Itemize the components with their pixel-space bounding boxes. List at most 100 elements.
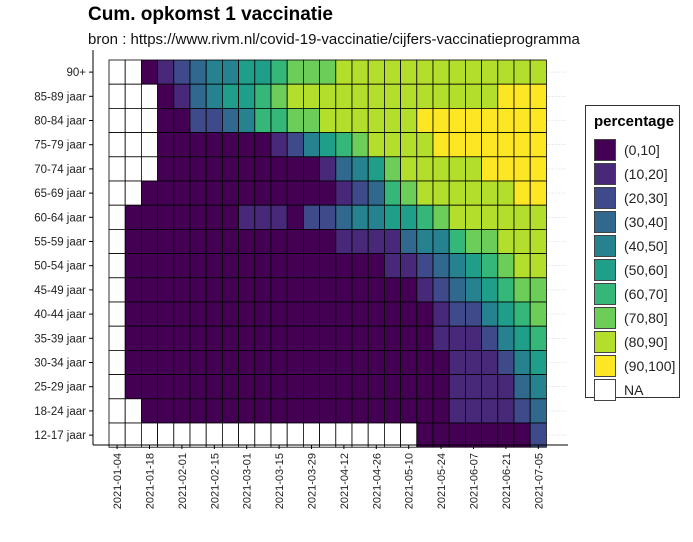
x-tick-label: 2021-06-21 xyxy=(501,453,513,509)
heatmap-cell xyxy=(383,59,401,85)
y-tick-label: 45-49 jaar xyxy=(34,285,86,297)
legend-label: (50,60] xyxy=(624,262,668,278)
heatmap-cell xyxy=(529,156,547,182)
heatmap-cell xyxy=(157,156,175,182)
heatmap-cell xyxy=(221,156,239,182)
heatmap-cell xyxy=(221,349,239,375)
heatmap-cell xyxy=(464,228,482,254)
heatmap-cell xyxy=(319,180,337,206)
heatmap-cell xyxy=(286,204,304,230)
heatmap-cell xyxy=(124,325,142,351)
heatmap-cell xyxy=(157,228,175,254)
heatmap-cell xyxy=(302,59,320,85)
heatmap-cell xyxy=(173,204,191,230)
heatmap-cell xyxy=(205,301,223,327)
heatmap-cell xyxy=(124,253,142,279)
heatmap-cell xyxy=(335,301,353,327)
heatmap-cell xyxy=(351,374,369,400)
heatmap-cell xyxy=(351,83,369,109)
heatmap-cell xyxy=(173,108,191,134)
heatmap-cell xyxy=(481,204,499,230)
heatmap-cell xyxy=(173,349,191,375)
heatmap-cell xyxy=(173,156,191,182)
heatmap-cell xyxy=(351,156,369,182)
heatmap-cell xyxy=(383,422,401,448)
heatmap-cell xyxy=(286,180,304,206)
heatmap-cell xyxy=(529,277,547,303)
heatmap-cell xyxy=(108,374,126,400)
heatmap-cell xyxy=(481,83,499,109)
heatmap-cell xyxy=(286,132,304,158)
heatmap-cell xyxy=(464,83,482,109)
heatmap-cell xyxy=(497,132,515,158)
heatmap-cell xyxy=(286,108,304,134)
heatmap-cell xyxy=(529,349,547,375)
heatmap-cell xyxy=(383,374,401,400)
legend-swatch xyxy=(594,355,616,377)
x-tick-label: 2021-05-10 xyxy=(404,453,416,509)
heatmap-cell xyxy=(173,132,191,158)
heatmap-cell xyxy=(481,325,499,351)
heatmap-cell xyxy=(238,349,256,375)
heatmap-cell xyxy=(221,277,239,303)
heatmap-cell xyxy=(319,301,337,327)
heatmap-cell xyxy=(254,180,272,206)
heatmap-cell xyxy=(157,374,175,400)
legend-swatch xyxy=(594,307,616,329)
heatmap-cell xyxy=(383,277,401,303)
x-tick-label: 2021-02-15 xyxy=(209,453,221,509)
heatmap-cell xyxy=(189,132,207,158)
heatmap-cell xyxy=(464,325,482,351)
heatmap-cell xyxy=(270,59,288,85)
legend-swatch xyxy=(594,139,616,161)
heatmap-cell xyxy=(448,59,466,85)
heatmap-cell xyxy=(270,228,288,254)
heatmap-cell xyxy=(221,83,239,109)
heatmap-cell xyxy=(464,59,482,85)
heatmap-cell xyxy=(221,108,239,134)
heatmap-cell xyxy=(513,59,531,85)
heatmap-cell xyxy=(416,422,434,448)
heatmap-cell xyxy=(221,374,239,400)
heatmap-cell xyxy=(173,301,191,327)
heatmap-cell xyxy=(367,180,385,206)
heatmap-cell xyxy=(286,325,304,351)
heatmap-cell xyxy=(335,132,353,158)
legend-label: NA xyxy=(624,382,644,398)
legend-swatch xyxy=(594,211,616,233)
heatmap-cell xyxy=(221,422,239,448)
heatmap-cell xyxy=(302,156,320,182)
heatmap-cell xyxy=(448,422,466,448)
legend-label: (70,80] xyxy=(624,310,668,326)
heatmap-cell xyxy=(351,301,369,327)
heatmap-cell xyxy=(302,228,320,254)
heatmap-cell xyxy=(367,83,385,109)
heatmap-cell xyxy=(481,59,499,85)
heatmap-cell xyxy=(221,228,239,254)
heatmap-cell xyxy=(448,156,466,182)
heatmap-cell xyxy=(416,374,434,400)
heatmap-cell xyxy=(108,422,126,448)
heatmap-cell xyxy=(108,156,126,182)
heatmap-cell xyxy=(173,59,191,85)
heatmap-cell xyxy=(351,228,369,254)
heatmap-cell xyxy=(319,422,337,448)
heatmap-cell xyxy=(351,325,369,351)
heatmap-cell xyxy=(335,108,353,134)
x-tick-label: 2021-07-05 xyxy=(533,453,545,509)
legend: percentage (0,10] (10,20] (20,30] (30,40] (4… xyxy=(585,105,680,401)
x-tick-label: 2021-05-24 xyxy=(436,453,448,509)
y-tick-label: 75-79 jaar xyxy=(34,140,86,152)
heatmap-cell xyxy=(189,374,207,400)
heatmap-cell xyxy=(319,83,337,109)
heatmap-cell xyxy=(448,374,466,400)
heatmap-cell xyxy=(464,277,482,303)
heatmap-cell xyxy=(432,253,450,279)
heatmap-cell xyxy=(448,132,466,158)
heatmap-cell xyxy=(205,228,223,254)
heatmap-cell xyxy=(254,398,272,424)
heatmap-cell xyxy=(173,422,191,448)
heatmap-cell xyxy=(497,180,515,206)
heatmap-cell xyxy=(108,301,126,327)
heatmap-cell xyxy=(108,83,126,109)
